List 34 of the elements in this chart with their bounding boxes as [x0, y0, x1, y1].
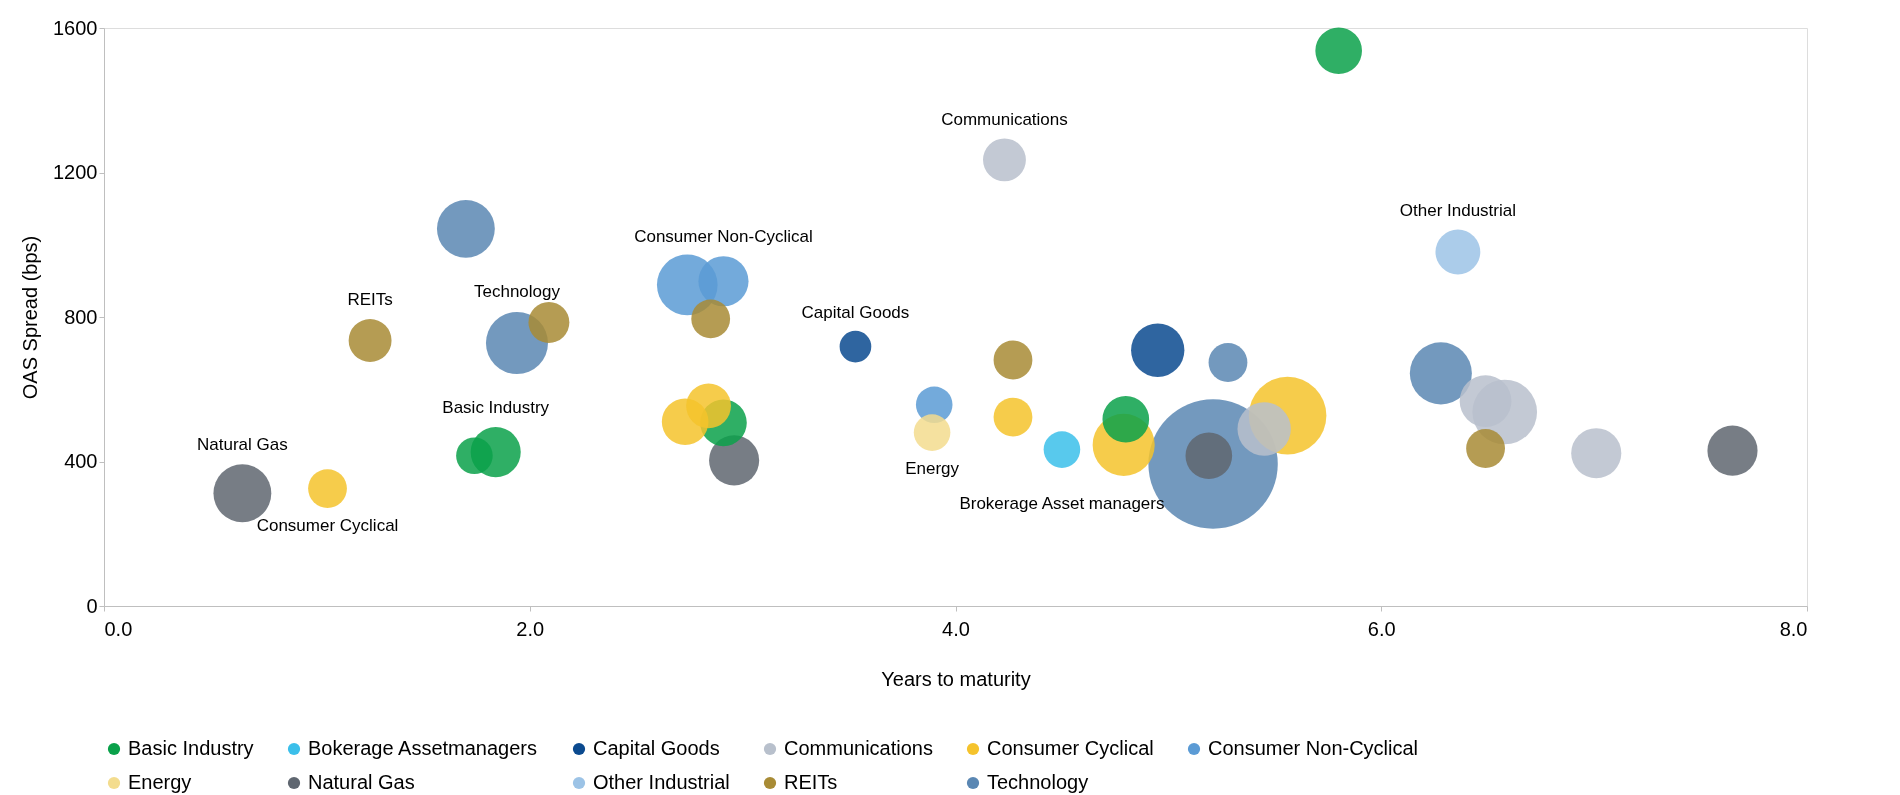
x-tick-label: 4.0 — [942, 617, 970, 640]
annotation: REITs — [347, 290, 393, 310]
legend-label: Energy — [128, 771, 192, 793]
annotation: Technology — [473, 282, 561, 301]
legend-label: Capital Goods — [593, 737, 720, 759]
annotation: Consumer Non-Cyclical — [634, 226, 813, 246]
annotation: Capital Goods — [801, 302, 910, 322]
y-tick-label: 400 — [64, 450, 98, 472]
x-tick-label: 2.0 — [516, 617, 545, 640]
annotation: Energy — [905, 459, 960, 479]
y-tick-label: 800 — [64, 305, 98, 328]
x-tick-label: 6.0 — [1367, 617, 1396, 640]
x-axis-title: Years to maturity — [881, 667, 1031, 690]
legend-label: Basic Industry — [128, 737, 254, 759]
legend-label: Communications — [784, 737, 933, 759]
y-tick-label: 1200 — [53, 161, 98, 183]
legend-label: Bokerage Assetmanagers — [308, 737, 538, 759]
y-tick-label: 1600 — [53, 16, 98, 39]
annotation: Natural Gas — [197, 434, 288, 454]
annotation: Basic Industry — [442, 397, 550, 417]
legend-label: Technology — [987, 771, 1089, 793]
annotation: Other Industrial — [1399, 200, 1516, 220]
legend-label: Other Industrial — [593, 771, 730, 793]
legend-label: Consumer Cyclical — [987, 737, 1154, 759]
y-axis-title: OAS Spread (bps) — [19, 235, 42, 400]
y-tick-label: 0 — [86, 594, 98, 617]
annotation: Consumer Cyclical — [256, 516, 399, 536]
legend-label: Natural Gas — [308, 771, 415, 793]
x-tick-label: 0.0 — [104, 617, 133, 640]
annotation: Communications — [941, 109, 1068, 129]
x-tick-label: 8.0 — [1779, 617, 1808, 640]
legend-label: Consumer Non-Cyclical — [1208, 737, 1419, 759]
annotation: Brokerage Asset managers — [959, 494, 1165, 514]
legend-label: REITs — [784, 771, 838, 793]
